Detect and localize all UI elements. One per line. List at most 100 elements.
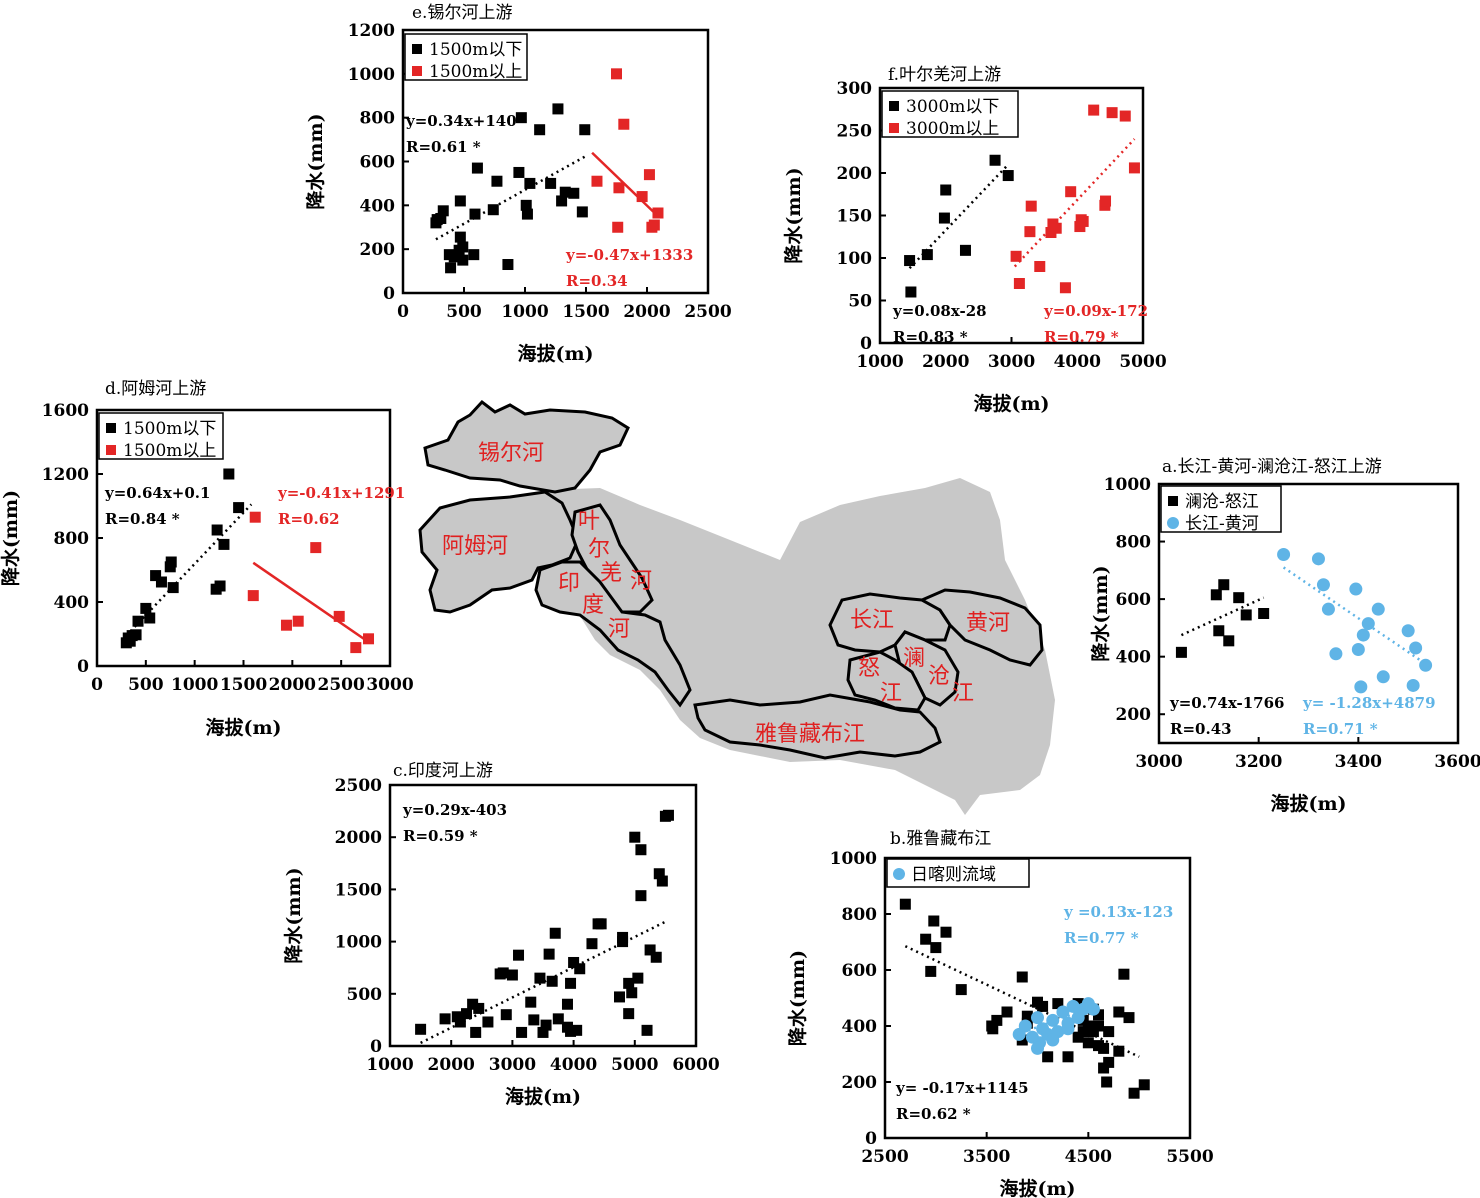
series-0 <box>1175 579 1270 658</box>
data-point <box>556 195 568 207</box>
series-0 <box>120 468 253 649</box>
data-point <box>1087 1026 1099 1038</box>
data-point <box>1138 1079 1150 1091</box>
legend: 日喀则流域 <box>886 858 1030 888</box>
r-value-label: R=0.83 * <box>893 328 968 346</box>
trend-line <box>1013 138 1136 268</box>
legend-box <box>881 90 1019 138</box>
x-tick-label: 6000 <box>672 1055 719 1075</box>
trend-line <box>591 151 661 219</box>
data-point <box>1376 670 1390 684</box>
equation-label: y=-0.41x+1291 <box>277 484 405 502</box>
data-point <box>1093 1009 1104 1021</box>
x-tick-label: 4500 <box>1065 1147 1112 1167</box>
legend-box <box>1160 485 1282 533</box>
data-point <box>454 1016 466 1028</box>
chart-title: c.印度河上游 <box>393 761 493 781</box>
data-point <box>457 254 469 266</box>
chart-c: c.印度河上游 1000 2000 3000 4000 5000 6000 0 500 1000 1… <box>282 761 720 1108</box>
data-point <box>540 1019 552 1031</box>
data-point <box>1213 625 1225 637</box>
x-tick-label: 2000 <box>269 675 316 695</box>
y-tick-label: 1000 <box>1104 475 1151 495</box>
data-point <box>1233 592 1245 604</box>
y-tick-label: 200 <box>837 164 873 184</box>
data-point <box>525 996 537 1008</box>
legend-marker <box>106 423 116 433</box>
y-tick-label: 1000 <box>830 849 877 869</box>
chart-title: d.阿姆河上游 <box>105 379 206 399</box>
r-value-label: R=0.79 * <box>1044 328 1119 346</box>
data-point <box>925 965 937 977</box>
chart-e: e.锡尔河上游 0 500 1000 1500 2000 2500 0 200 400 600 800… <box>304 3 732 365</box>
equation-label: y=0.34x+140 <box>405 112 517 130</box>
data-point <box>552 1013 564 1025</box>
x-tick-label: 1000 <box>366 1055 413 1075</box>
x-tick-label: 2000 <box>922 352 969 372</box>
legend-marker <box>106 445 116 455</box>
data-point <box>1016 971 1028 983</box>
legend-label: 1500m以下 <box>429 40 522 60</box>
data-point <box>1419 658 1433 672</box>
data-point <box>457 241 469 253</box>
chart-d: d.阿姆河上游 0 500 1000 1500 2000 2500 3000 0 400 800 12… <box>0 379 414 739</box>
x-tick-label: 1000 <box>501 302 548 322</box>
data-point <box>656 875 668 887</box>
x-tick-label: 5000 <box>611 1055 658 1075</box>
data-point <box>502 259 514 271</box>
plot-frame <box>388 783 698 1048</box>
y-tick-label: 1600 <box>42 401 89 421</box>
data-point <box>643 169 655 181</box>
data-point <box>1106 107 1118 119</box>
data-point <box>1031 1041 1044 1055</box>
x-axis-label: 海拔(m) <box>999 1177 1075 1198</box>
data-point <box>471 162 483 174</box>
data-point <box>155 576 167 588</box>
data-point <box>461 1008 472 1020</box>
legend-marker <box>1167 517 1179 529</box>
data-point <box>1321 602 1335 616</box>
y-tick-label: 800 <box>842 905 878 925</box>
data-point <box>1349 582 1363 596</box>
map-label: 黄河 <box>966 611 1010 636</box>
trend-line <box>1016 1005 1095 1036</box>
data-point <box>652 207 664 219</box>
data-point <box>636 191 648 203</box>
x-tick-label: 2500 <box>861 1147 908 1167</box>
basin-indus <box>534 560 692 708</box>
data-point <box>1021 1010 1033 1022</box>
data-point <box>247 590 259 602</box>
x-tick-label: 2500 <box>318 675 365 695</box>
map-label: 沧 <box>928 664 950 689</box>
data-point <box>1316 578 1330 592</box>
data-point <box>1371 602 1385 616</box>
map-label: 锡尔河 <box>478 441 544 466</box>
y-tick-label: 800 <box>1116 533 1152 553</box>
data-point <box>632 972 644 984</box>
data-point <box>1118 968 1130 980</box>
plot-frame <box>1157 482 1460 745</box>
equation-label: y=0.29x-403 <box>402 801 507 819</box>
legend-box <box>886 858 1030 888</box>
data-point <box>1351 642 1365 656</box>
data-point <box>989 154 1001 166</box>
map-label: 尔 <box>588 537 610 562</box>
equation-label: y =0.13x-123 <box>1063 903 1173 921</box>
data-point <box>537 1026 549 1038</box>
series-1 <box>1277 548 1433 694</box>
y-tick-label: 0 <box>860 334 872 354</box>
data-point <box>1061 1022 1075 1036</box>
basin-yarkand <box>570 503 654 614</box>
y-tick-label: 600 <box>1116 590 1152 610</box>
data-point <box>1065 186 1077 198</box>
y-tick-label: 200 <box>360 240 396 260</box>
map-label: 雅鲁藏布江 <box>755 722 865 747</box>
data-point <box>528 1014 540 1026</box>
y-tick-label: 1500 <box>335 880 382 900</box>
series-0 <box>904 154 1014 298</box>
y-tick-label: 0 <box>865 1129 877 1149</box>
data-point <box>959 244 971 256</box>
data-point <box>568 956 580 968</box>
data-point <box>545 177 557 189</box>
